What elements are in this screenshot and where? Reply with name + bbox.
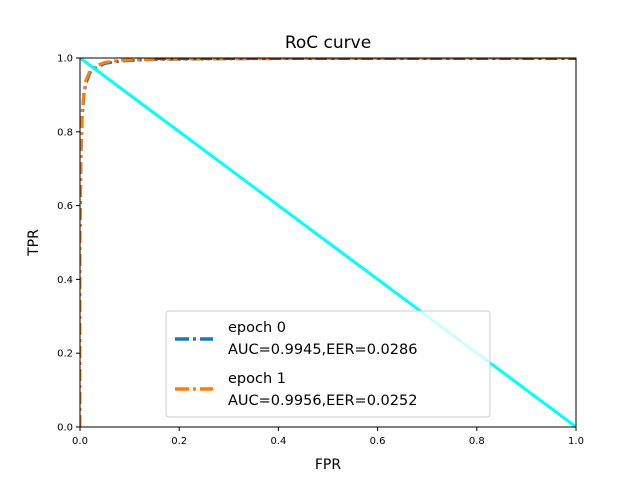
y-tick-label: 1.0 — [57, 54, 73, 65]
x-tick-label: 0.6 — [370, 436, 386, 447]
x-tick-label: 0.0 — [72, 436, 88, 447]
y-tick-label: 0.8 — [57, 127, 73, 138]
y-tick-label: 0.2 — [57, 349, 73, 360]
plot-lines — [80, 58, 576, 427]
x-tick-label: 0.4 — [270, 436, 286, 447]
x-tick-label: 0.8 — [469, 436, 485, 447]
legend-label-epoch-0: epoch 0 — [228, 320, 286, 336]
legend-metrics-epoch-1: AUC=0.9956,EER=0.0252 — [228, 393, 417, 409]
x-axis: 0.0 0.2 0.4 0.6 0.8 1.0 — [72, 427, 584, 447]
x-tick-label: 0.2 — [171, 436, 187, 447]
y-tick-label: 0.0 — [57, 423, 73, 434]
x-tick-label: 1.0 — [568, 436, 584, 447]
legend-label-epoch-1: epoch 1 — [228, 371, 286, 387]
legend: epoch 0 AUC=0.9945,EER=0.0286 epoch 1 AU… — [165, 310, 491, 418]
chart-title: RoC curve — [285, 33, 371, 53]
y-tick-label: 0.4 — [57, 275, 73, 286]
reference-diagonal-line — [80, 58, 576, 427]
y-axis-label: TPR — [26, 229, 42, 257]
y-tick-label: 0.6 — [57, 201, 73, 212]
legend-box — [165, 310, 491, 418]
plot-frame — [79, 57, 577, 428]
y-axis: 0.0 0.2 0.4 0.6 0.8 1.0 — [57, 54, 80, 434]
legend-metrics-epoch-0: AUC=0.9945,EER=0.0286 — [228, 342, 417, 358]
x-axis-label: FPR — [315, 457, 341, 473]
